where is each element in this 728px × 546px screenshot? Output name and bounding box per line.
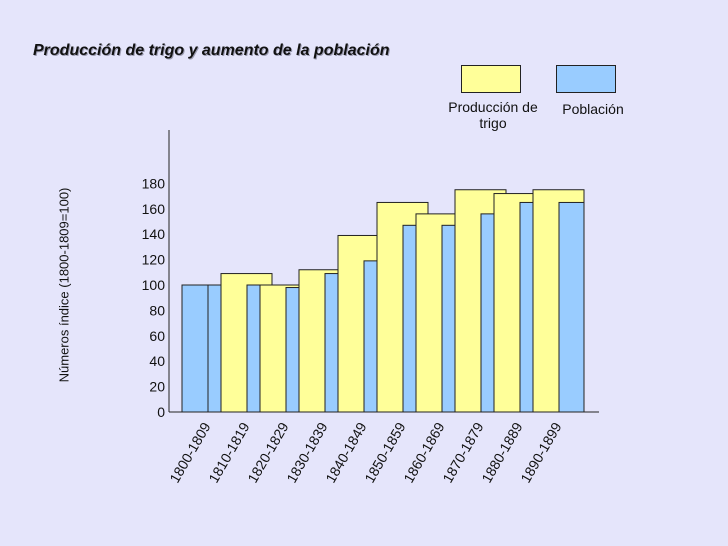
legend-swatch-produccion bbox=[461, 65, 521, 93]
bar-poblacion-1890-1899 bbox=[558, 201, 585, 413]
y-tick-label-40: 40 bbox=[149, 353, 165, 369]
y-tick-label-80: 80 bbox=[149, 302, 165, 318]
y-tick-label-60: 60 bbox=[149, 328, 165, 344]
y-tick-label-180: 180 bbox=[142, 175, 166, 191]
bar-poblacion-start-1800-1809 bbox=[181, 284, 209, 413]
legend-label-produccion: Producción de trigo bbox=[448, 99, 538, 131]
y-tick-label-160: 160 bbox=[142, 201, 166, 217]
y-tick-label-0: 0 bbox=[157, 404, 165, 420]
chart-title: Producción de trigo y aumento de la pobl… bbox=[33, 42, 390, 59]
y-tick-label-20: 20 bbox=[149, 379, 165, 395]
y-tick-label-120: 120 bbox=[142, 252, 166, 268]
y-tick-label-140: 140 bbox=[142, 226, 166, 242]
legend-swatch-poblacion bbox=[556, 65, 616, 93]
y-tick-label-100: 100 bbox=[142, 277, 166, 293]
legend-label-poblacion: Población bbox=[562, 101, 624, 117]
